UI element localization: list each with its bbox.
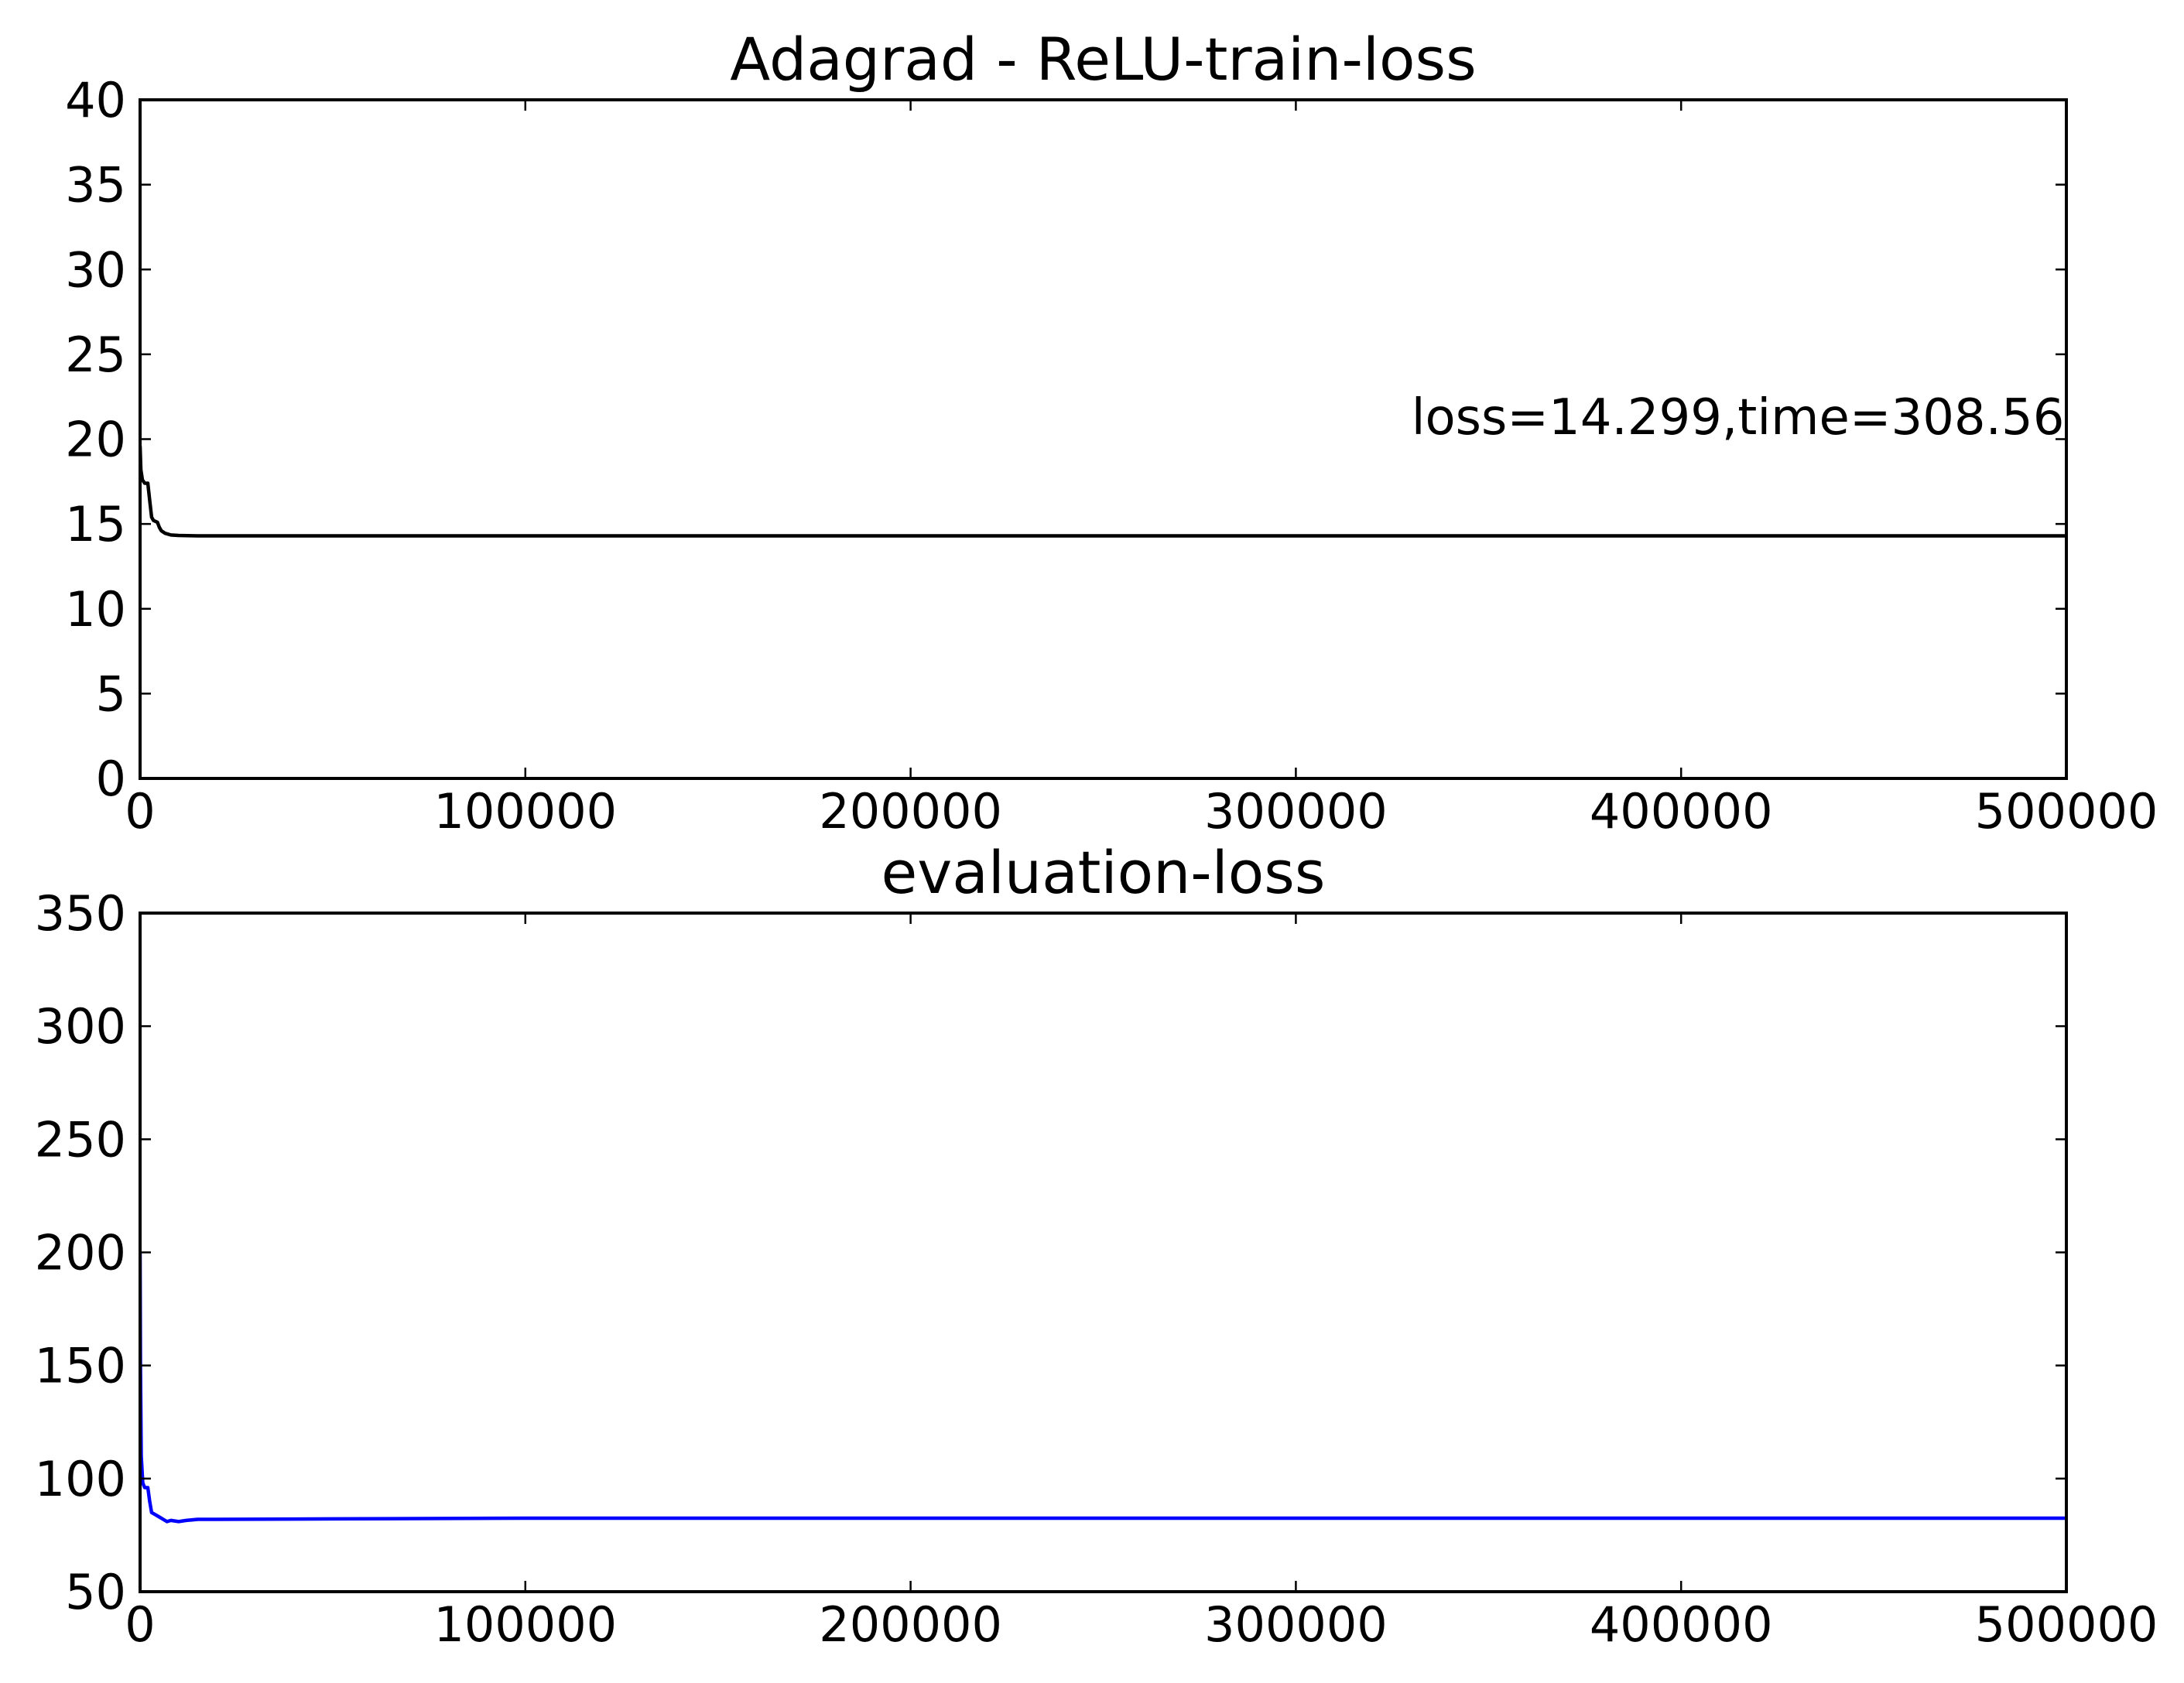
x-tick-label: 500000 <box>1975 1596 2158 1653</box>
y-tick-label: 150 <box>35 1338 126 1394</box>
x-tick-label: 300000 <box>1204 783 1388 840</box>
y-tick-label: 35 <box>65 157 126 214</box>
y-tick-label: 50 <box>65 1564 126 1620</box>
y-tick-label: 10 <box>65 581 126 638</box>
y-tick-label: 20 <box>65 412 126 468</box>
x-tick-label: 300000 <box>1204 1596 1388 1653</box>
y-tick-label: 250 <box>35 1111 126 1168</box>
y-tick-label: 5 <box>96 665 126 722</box>
y-tick-label: 300 <box>35 998 126 1055</box>
x-tick-label: 200000 <box>819 783 1002 840</box>
subplot-2: evaluation-loss 0 100000 200000 300000 400000… <box>35 838 2158 1653</box>
chart-title: Adagrad - ReLU-train-loss <box>730 25 1476 94</box>
subplot-1: Adagrad - ReLU-train-loss 0 100000 200000 30… <box>65 25 2158 840</box>
chart-title: evaluation-loss <box>881 838 1326 907</box>
x-tick-label: 200000 <box>819 1596 1002 1653</box>
y-tick-label: 0 <box>96 751 126 807</box>
y-tick-label: 25 <box>65 327 126 383</box>
x-tick-label: 500000 <box>1975 783 2158 840</box>
series-line-1 <box>140 1252 2066 1524</box>
y-tick-label: 200 <box>35 1225 126 1281</box>
y-tick-label: 350 <box>35 885 126 942</box>
axes-frame <box>139 98 2068 780</box>
x-tick-label: 100000 <box>433 1596 617 1653</box>
y-tick-label: 30 <box>65 241 126 298</box>
axes-frame <box>139 912 2068 1593</box>
x-tick-label: 400000 <box>1590 1596 1773 1653</box>
x-tick-label: 0 <box>125 1596 155 1653</box>
series-line-1 <box>140 446 2066 538</box>
x-tick-label: 0 <box>125 783 155 840</box>
loss-time-annotation: loss=14.299,time=308.56 <box>1412 389 2065 446</box>
x-tick-label: 100000 <box>433 783 617 840</box>
y-tick-label: 100 <box>35 1451 126 1507</box>
y-tick-label: 40 <box>65 72 126 128</box>
y-tick-label: 15 <box>65 496 126 552</box>
x-tick-label: 400000 <box>1590 783 1773 840</box>
